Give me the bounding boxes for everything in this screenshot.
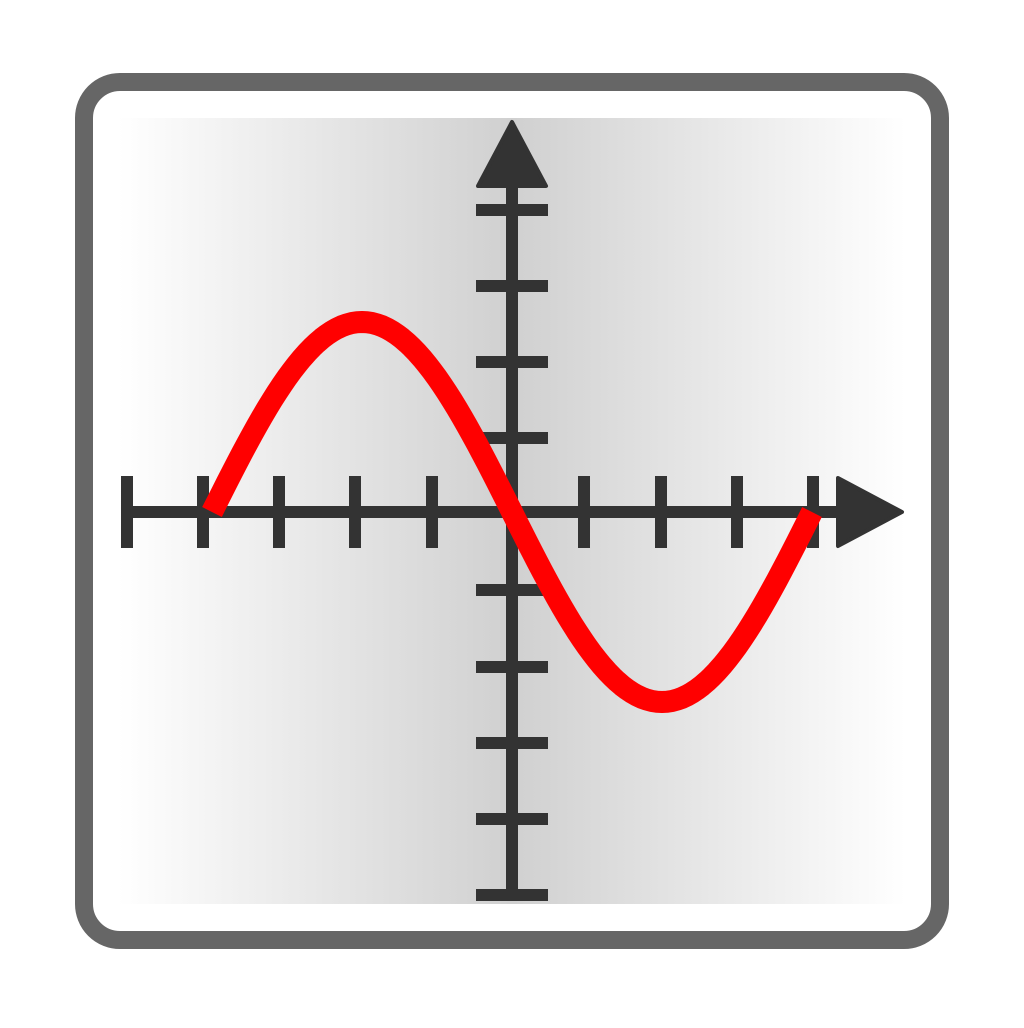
- x-axis-ticks: [121, 476, 819, 548]
- sine-curve: [202, 311, 822, 713]
- x-axis-arrow-icon: [836, 476, 904, 548]
- y-axis-ticks: [476, 204, 548, 901]
- y-axis-arrow-icon: [476, 120, 548, 188]
- axes: [121, 178, 850, 901]
